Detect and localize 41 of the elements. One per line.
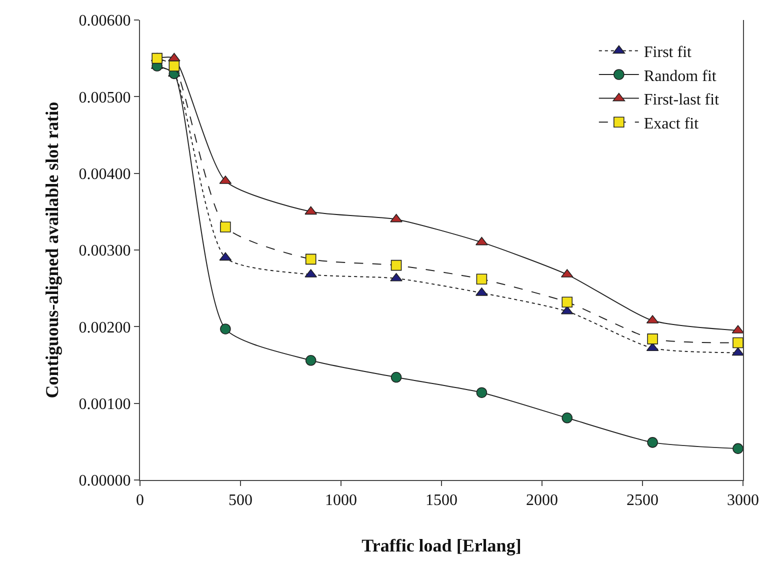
- point: [562, 296, 573, 308]
- point: [390, 214, 402, 222]
- point: [647, 437, 658, 448]
- legend-label: First-last fit: [644, 92, 720, 109]
- x-tick-label: 500: [228, 492, 252, 510]
- point: [390, 272, 402, 282]
- point: [562, 412, 573, 424]
- legend-label: First fit: [644, 44, 692, 61]
- legend-label: Exact fit: [644, 115, 700, 132]
- y-tick-label: 0.00200: [78, 319, 131, 336]
- point: [732, 443, 743, 454]
- point: [476, 236, 488, 246]
- y-tick-label: 0.00300: [78, 242, 131, 260]
- point: [647, 334, 658, 344]
- y-tick-label: 0.00600: [78, 12, 131, 30]
- point: [476, 387, 488, 398]
- x-tick-label: 2500: [626, 492, 658, 510]
- y-tick-label: 0.00100: [78, 396, 131, 413]
- point: [732, 337, 743, 348]
- point: [220, 324, 231, 334]
- x-tick-label: 3000: [727, 492, 759, 510]
- point: [390, 372, 402, 383]
- point: [390, 260, 402, 271]
- x-axis-title: Traffic load [Erlang]: [362, 535, 522, 556]
- point: [305, 355, 316, 366]
- y-axis-title: Contiguous-aligned available slot ratio: [42, 102, 62, 398]
- point: [476, 274, 488, 285]
- point: [732, 325, 743, 334]
- x-tick-label: 0: [136, 492, 144, 510]
- x-tick-label: 1500: [426, 492, 458, 510]
- point: [732, 347, 743, 356]
- x-tick-label: 1000: [325, 492, 357, 510]
- point: [168, 60, 180, 72]
- y-tick-label: 0.00000: [78, 472, 131, 490]
- y-tick-label: 0.00500: [78, 89, 131, 106]
- point: [152, 52, 162, 64]
- point: [220, 222, 231, 232]
- x-tick-label: 2000: [526, 492, 558, 510]
- point: [305, 254, 316, 265]
- legend-label: Random fit: [644, 68, 717, 85]
- y-tick-label: 0.00400: [78, 166, 131, 183]
